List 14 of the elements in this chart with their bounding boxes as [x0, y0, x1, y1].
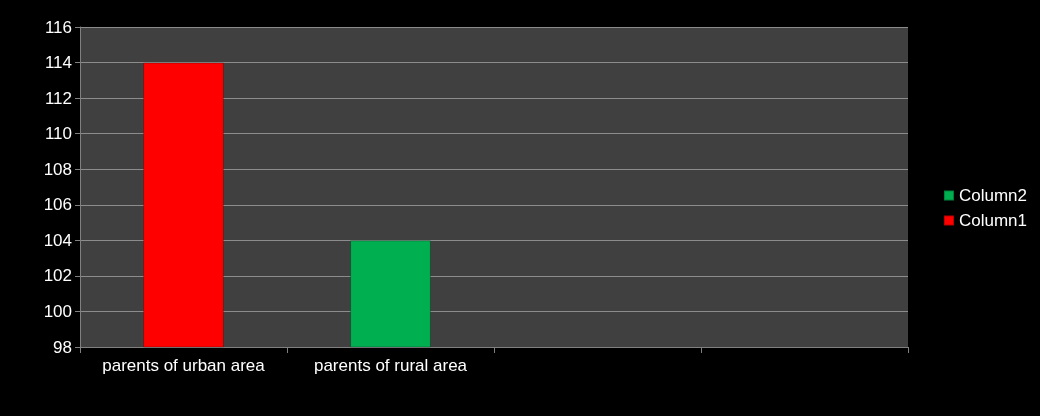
x-tick-label: parents of rural area	[313, 355, 468, 375]
y-tick-label: 110	[44, 124, 72, 144]
y-tick-label: 112	[44, 88, 72, 108]
y-tick-label: 100	[43, 301, 72, 321]
y-tick-label: 108	[43, 159, 72, 179]
legend-label: Column2	[958, 186, 1028, 205]
y-tick-label: 102	[43, 266, 72, 286]
x-tick-label: parents of urban area	[102, 355, 266, 375]
y-tick-label: 114	[44, 53, 72, 73]
y-tick-label: 116	[44, 17, 72, 37]
y-tick-label: 106	[43, 195, 72, 215]
legend-label: Column1	[958, 211, 1028, 230]
y-tick-label: 104	[43, 230, 72, 250]
y-tick-label: 98	[53, 337, 72, 357]
